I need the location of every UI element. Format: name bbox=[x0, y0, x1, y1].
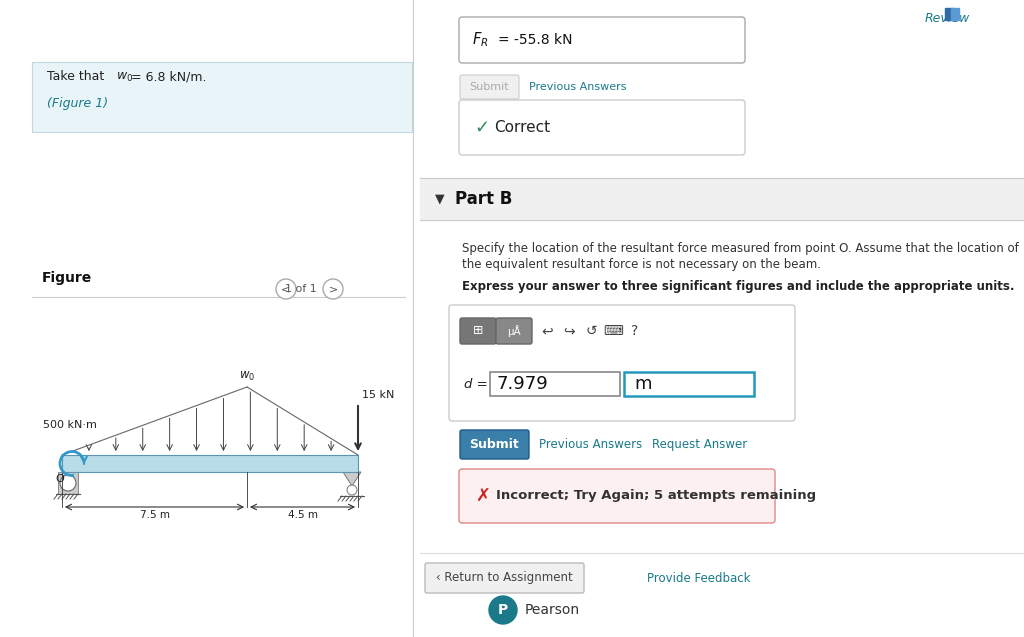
Text: μÅ: μÅ bbox=[507, 325, 521, 337]
Text: (Figure 1): (Figure 1) bbox=[47, 97, 109, 110]
Text: P: P bbox=[498, 603, 508, 617]
Circle shape bbox=[276, 279, 296, 299]
Text: Submit: Submit bbox=[469, 438, 519, 451]
Bar bbox=[58, 472, 78, 494]
Text: Part B: Part B bbox=[455, 190, 512, 208]
Bar bbox=[490, 372, 620, 396]
FancyBboxPatch shape bbox=[460, 430, 529, 459]
Text: Pearson: Pearson bbox=[525, 603, 581, 617]
FancyBboxPatch shape bbox=[460, 75, 519, 99]
Circle shape bbox=[323, 279, 343, 299]
Text: ▼: ▼ bbox=[435, 192, 444, 206]
Text: $w_0$: $w_0$ bbox=[116, 71, 133, 84]
Text: O: O bbox=[55, 474, 65, 484]
Text: 7.5 m: 7.5 m bbox=[139, 510, 170, 520]
Bar bbox=[951, 8, 959, 20]
Text: = -55.8 kN: = -55.8 kN bbox=[498, 33, 572, 47]
Text: Previous Answers: Previous Answers bbox=[539, 438, 642, 451]
FancyBboxPatch shape bbox=[496, 318, 532, 344]
Text: ⌨: ⌨ bbox=[603, 324, 623, 338]
Text: Correct: Correct bbox=[494, 120, 550, 135]
Text: $w_0$: $w_0$ bbox=[239, 370, 255, 383]
Text: Request Answer: Request Answer bbox=[652, 438, 748, 451]
Text: m: m bbox=[634, 375, 651, 393]
Text: Specify the location of the resultant force measured from point O. Assume that t: Specify the location of the resultant fo… bbox=[462, 242, 1019, 255]
Text: Express your answer to three significant figures and include the appropriate uni: Express your answer to three significant… bbox=[462, 280, 1015, 293]
Text: d =: d = bbox=[464, 378, 487, 390]
Bar bbox=[945, 8, 953, 20]
FancyBboxPatch shape bbox=[425, 563, 584, 593]
Text: 500 kN·m: 500 kN·m bbox=[43, 420, 97, 430]
Text: ↪: ↪ bbox=[563, 324, 574, 338]
Bar bbox=[624, 372, 754, 396]
Text: = 6.8 kN/m.: = 6.8 kN/m. bbox=[131, 70, 207, 83]
Circle shape bbox=[347, 485, 357, 495]
Text: ?: ? bbox=[632, 324, 639, 338]
FancyBboxPatch shape bbox=[460, 318, 496, 344]
FancyBboxPatch shape bbox=[459, 469, 775, 523]
Text: ✗: ✗ bbox=[476, 487, 492, 505]
Text: ✓: ✓ bbox=[474, 118, 489, 136]
Text: Review: Review bbox=[925, 12, 970, 25]
Polygon shape bbox=[343, 472, 361, 486]
Text: >: > bbox=[329, 284, 338, 294]
Text: Take that: Take that bbox=[47, 70, 109, 83]
Text: 1 of 1: 1 of 1 bbox=[285, 284, 316, 294]
Text: 7.979: 7.979 bbox=[497, 375, 549, 393]
Text: 4.5 m: 4.5 m bbox=[288, 510, 317, 520]
Text: ‹ Return to Assignment: ‹ Return to Assignment bbox=[435, 571, 572, 585]
Text: <: < bbox=[282, 284, 291, 294]
Text: Submit: Submit bbox=[469, 82, 509, 92]
Circle shape bbox=[489, 596, 517, 624]
Bar bbox=[62, 455, 358, 472]
Text: Incorrect; Try Again; 5 attempts remaining: Incorrect; Try Again; 5 attempts remaini… bbox=[496, 489, 816, 503]
Text: 15 kN: 15 kN bbox=[362, 390, 394, 400]
Text: the equivalent resultant force is not necessary on the beam.: the equivalent resultant force is not ne… bbox=[462, 258, 821, 271]
Circle shape bbox=[60, 475, 76, 491]
Text: Provide Feedback: Provide Feedback bbox=[647, 571, 751, 585]
Text: Figure: Figure bbox=[42, 271, 92, 285]
Text: ↺: ↺ bbox=[585, 324, 597, 338]
FancyBboxPatch shape bbox=[449, 305, 795, 421]
Text: $F_R$: $F_R$ bbox=[472, 31, 488, 49]
Text: ↩: ↩ bbox=[542, 324, 553, 338]
FancyBboxPatch shape bbox=[459, 100, 745, 155]
Bar bbox=[420, 178, 1024, 220]
Text: ⊞: ⊞ bbox=[473, 324, 483, 338]
Bar bbox=[32, 62, 412, 132]
Text: Previous Answers: Previous Answers bbox=[529, 82, 627, 92]
FancyBboxPatch shape bbox=[459, 17, 745, 63]
